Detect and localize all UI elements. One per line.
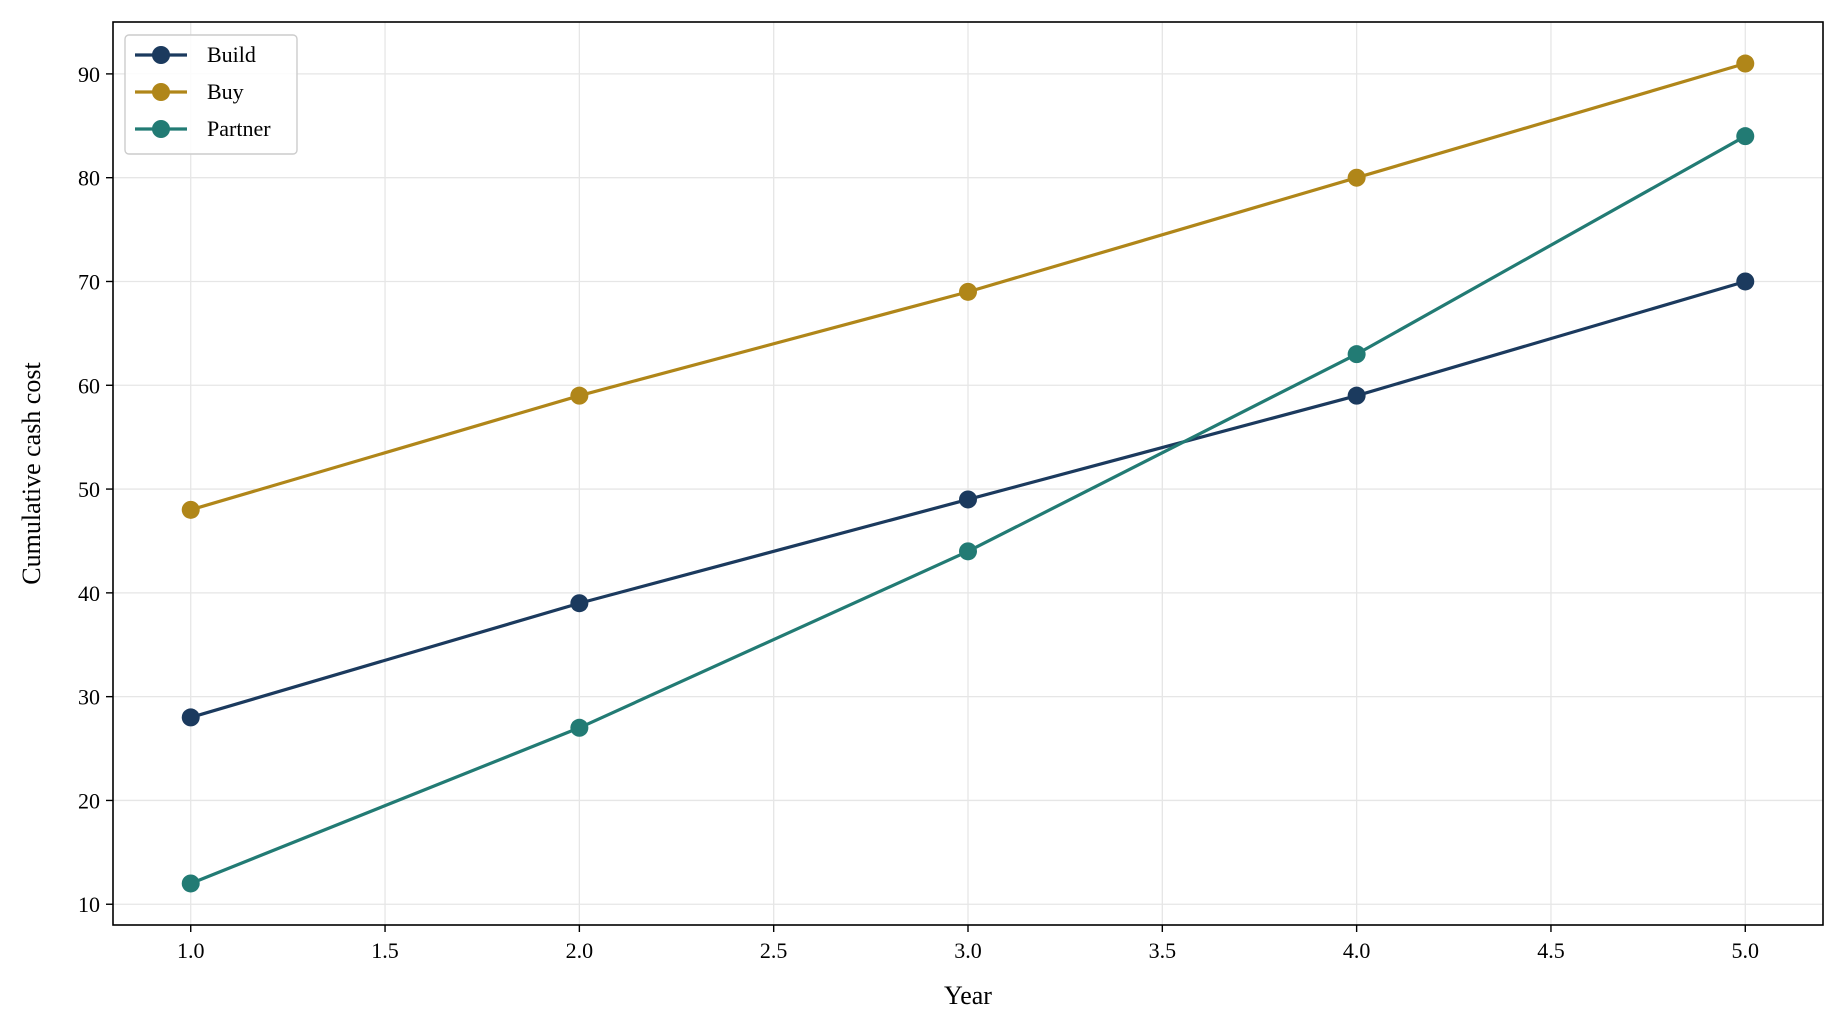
- y-tick-label: 50: [78, 477, 100, 502]
- data-point-buy: [959, 282, 977, 301]
- data-point-buy: [1347, 168, 1366, 187]
- y-tick-label: 40: [78, 581, 100, 606]
- grid: [113, 22, 1823, 925]
- x-tick-label: 4.0: [1343, 938, 1371, 963]
- y-axis-title: Cumulative cash cost: [17, 362, 46, 585]
- legend-item-build: Build: [135, 42, 256, 67]
- data-point-partner: [959, 542, 977, 561]
- data-point-partner: [181, 874, 200, 893]
- legend: Build Buy Partner: [124, 34, 298, 155]
- legend-item-partner: Partner: [135, 116, 271, 141]
- legend-label: Build: [207, 42, 256, 67]
- x-tick-label: 5.0: [1732, 938, 1760, 963]
- data-point-build: [959, 490, 977, 509]
- x-tick-label: 2.5: [760, 938, 788, 963]
- y-tick-label: 80: [78, 166, 100, 191]
- legend-label: Buy: [207, 79, 244, 104]
- x-tick-label: 4.5: [1537, 938, 1565, 963]
- x-tick-label: 1.0: [177, 938, 205, 963]
- y-tick-label: 30: [78, 685, 100, 710]
- data-point-build: [1736, 272, 1755, 291]
- y-tick-label: 10: [78, 892, 100, 917]
- x-axis-title: Year: [944, 981, 992, 1010]
- x-tick-label: 2.0: [566, 938, 594, 963]
- x-axis: 1.0 1.5 2.0 2.5 3.0 3.5 4.0 4.5 5.0: [177, 925, 1759, 963]
- legend-label: Partner: [207, 116, 271, 141]
- y-axis: 10 20 30 40 50 60 70 80 90: [78, 62, 113, 917]
- x-tick-label: 3.0: [954, 938, 982, 963]
- x-tick-label: 3.5: [1149, 938, 1177, 963]
- data-point-buy: [1736, 54, 1755, 73]
- series-build: [181, 272, 1755, 727]
- legend-swatch-marker: [152, 83, 170, 101]
- series-layer: [181, 54, 1755, 893]
- data-point-build: [181, 708, 200, 727]
- data-point-partner: [570, 718, 589, 737]
- data-point-buy: [181, 500, 200, 519]
- x-tick-label: 1.5: [371, 938, 399, 963]
- legend-item-buy: Buy: [135, 79, 244, 104]
- data-point-buy: [570, 386, 589, 405]
- y-tick-label: 70: [78, 269, 100, 294]
- data-point-build: [1347, 386, 1366, 405]
- data-point-partner: [1736, 127, 1755, 146]
- y-tick-label: 60: [78, 373, 100, 398]
- data-point-partner: [1347, 345, 1366, 364]
- legend-swatch-marker: [152, 46, 170, 64]
- series-buy: [181, 54, 1755, 519]
- series-partner: [181, 127, 1755, 893]
- y-tick-label: 90: [78, 62, 100, 87]
- legend-swatch-marker: [152, 120, 170, 138]
- data-point-build: [570, 594, 589, 613]
- y-tick-label: 20: [78, 788, 100, 813]
